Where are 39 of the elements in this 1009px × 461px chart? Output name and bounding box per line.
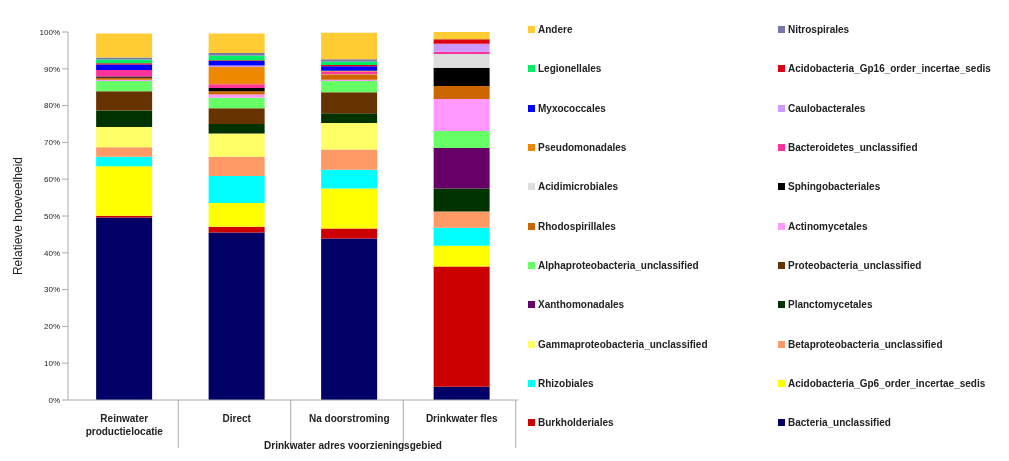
legend-label: Caulobacterales [787, 101, 867, 116]
y-tick-label: 100% [39, 27, 60, 37]
y-tick-label: 40% [43, 248, 60, 258]
legend-label: Sphingobacteriales [787, 180, 882, 195]
legend-label: Rhodospirillales [537, 219, 617, 234]
legend-label: Rhizobiales [537, 376, 595, 391]
x-tick-label: Na doorstroming [308, 413, 390, 424]
legend-label: Acidimicrobiales [537, 180, 620, 195]
legend-label: Actinomycetales [787, 219, 869, 234]
legend-label: Myxococcales [537, 101, 607, 116]
legend-label: Alphaproteobacteria_unclassified [537, 258, 700, 273]
text: Drinkwater adres voorzieningsgebied [263, 440, 443, 451]
y-tick-label: 20% [43, 322, 60, 332]
y-tick-label: 80% [43, 101, 60, 111]
legend-label: Proteobacteria_unclassified [787, 258, 923, 273]
y-tick-label: 50% [43, 211, 60, 221]
legend-label: Planctomycetales [787, 298, 874, 313]
x-tick-label: Direct [222, 413, 252, 424]
legend-label: Pseudomonadales [537, 141, 628, 156]
x-tick-label: Drinkwater fles [425, 413, 499, 424]
y-tick-label: 90% [43, 64, 60, 74]
legend-label: Xanthomonadales [537, 298, 626, 313]
legend-label: Andere [537, 23, 574, 38]
legend-label: Bacteria_unclassified [787, 416, 892, 431]
legend-label: Acidobacteria_Gp6_order_incertae_sedis [787, 376, 987, 391]
y-tick-label: 10% [43, 359, 60, 369]
y-tick-label: 60% [43, 175, 60, 185]
legend-label: Betaproteobacteria_unclassified [787, 337, 944, 352]
legend-label: Nitrospirales [787, 23, 851, 38]
legend-label: Legionellales [537, 62, 603, 77]
y-tick-label: 70% [43, 138, 60, 148]
y-axis-title: Relatieve hoeveelheid [11, 156, 26, 276]
legend-label: Bacteroidetes_unclassified [787, 141, 919, 156]
x-tick-label: Reinwater productielocatie [85, 413, 164, 437]
legend-label: Gammaproteobacteria_unclassified [537, 337, 709, 352]
legend-label: Acidobacteria_Gp16_order_incertae_sedis [787, 62, 992, 77]
legend-label: Burkholderiales [537, 416, 615, 431]
y-tick-label: 30% [43, 285, 60, 295]
y-tick-label: 0% [48, 395, 60, 405]
